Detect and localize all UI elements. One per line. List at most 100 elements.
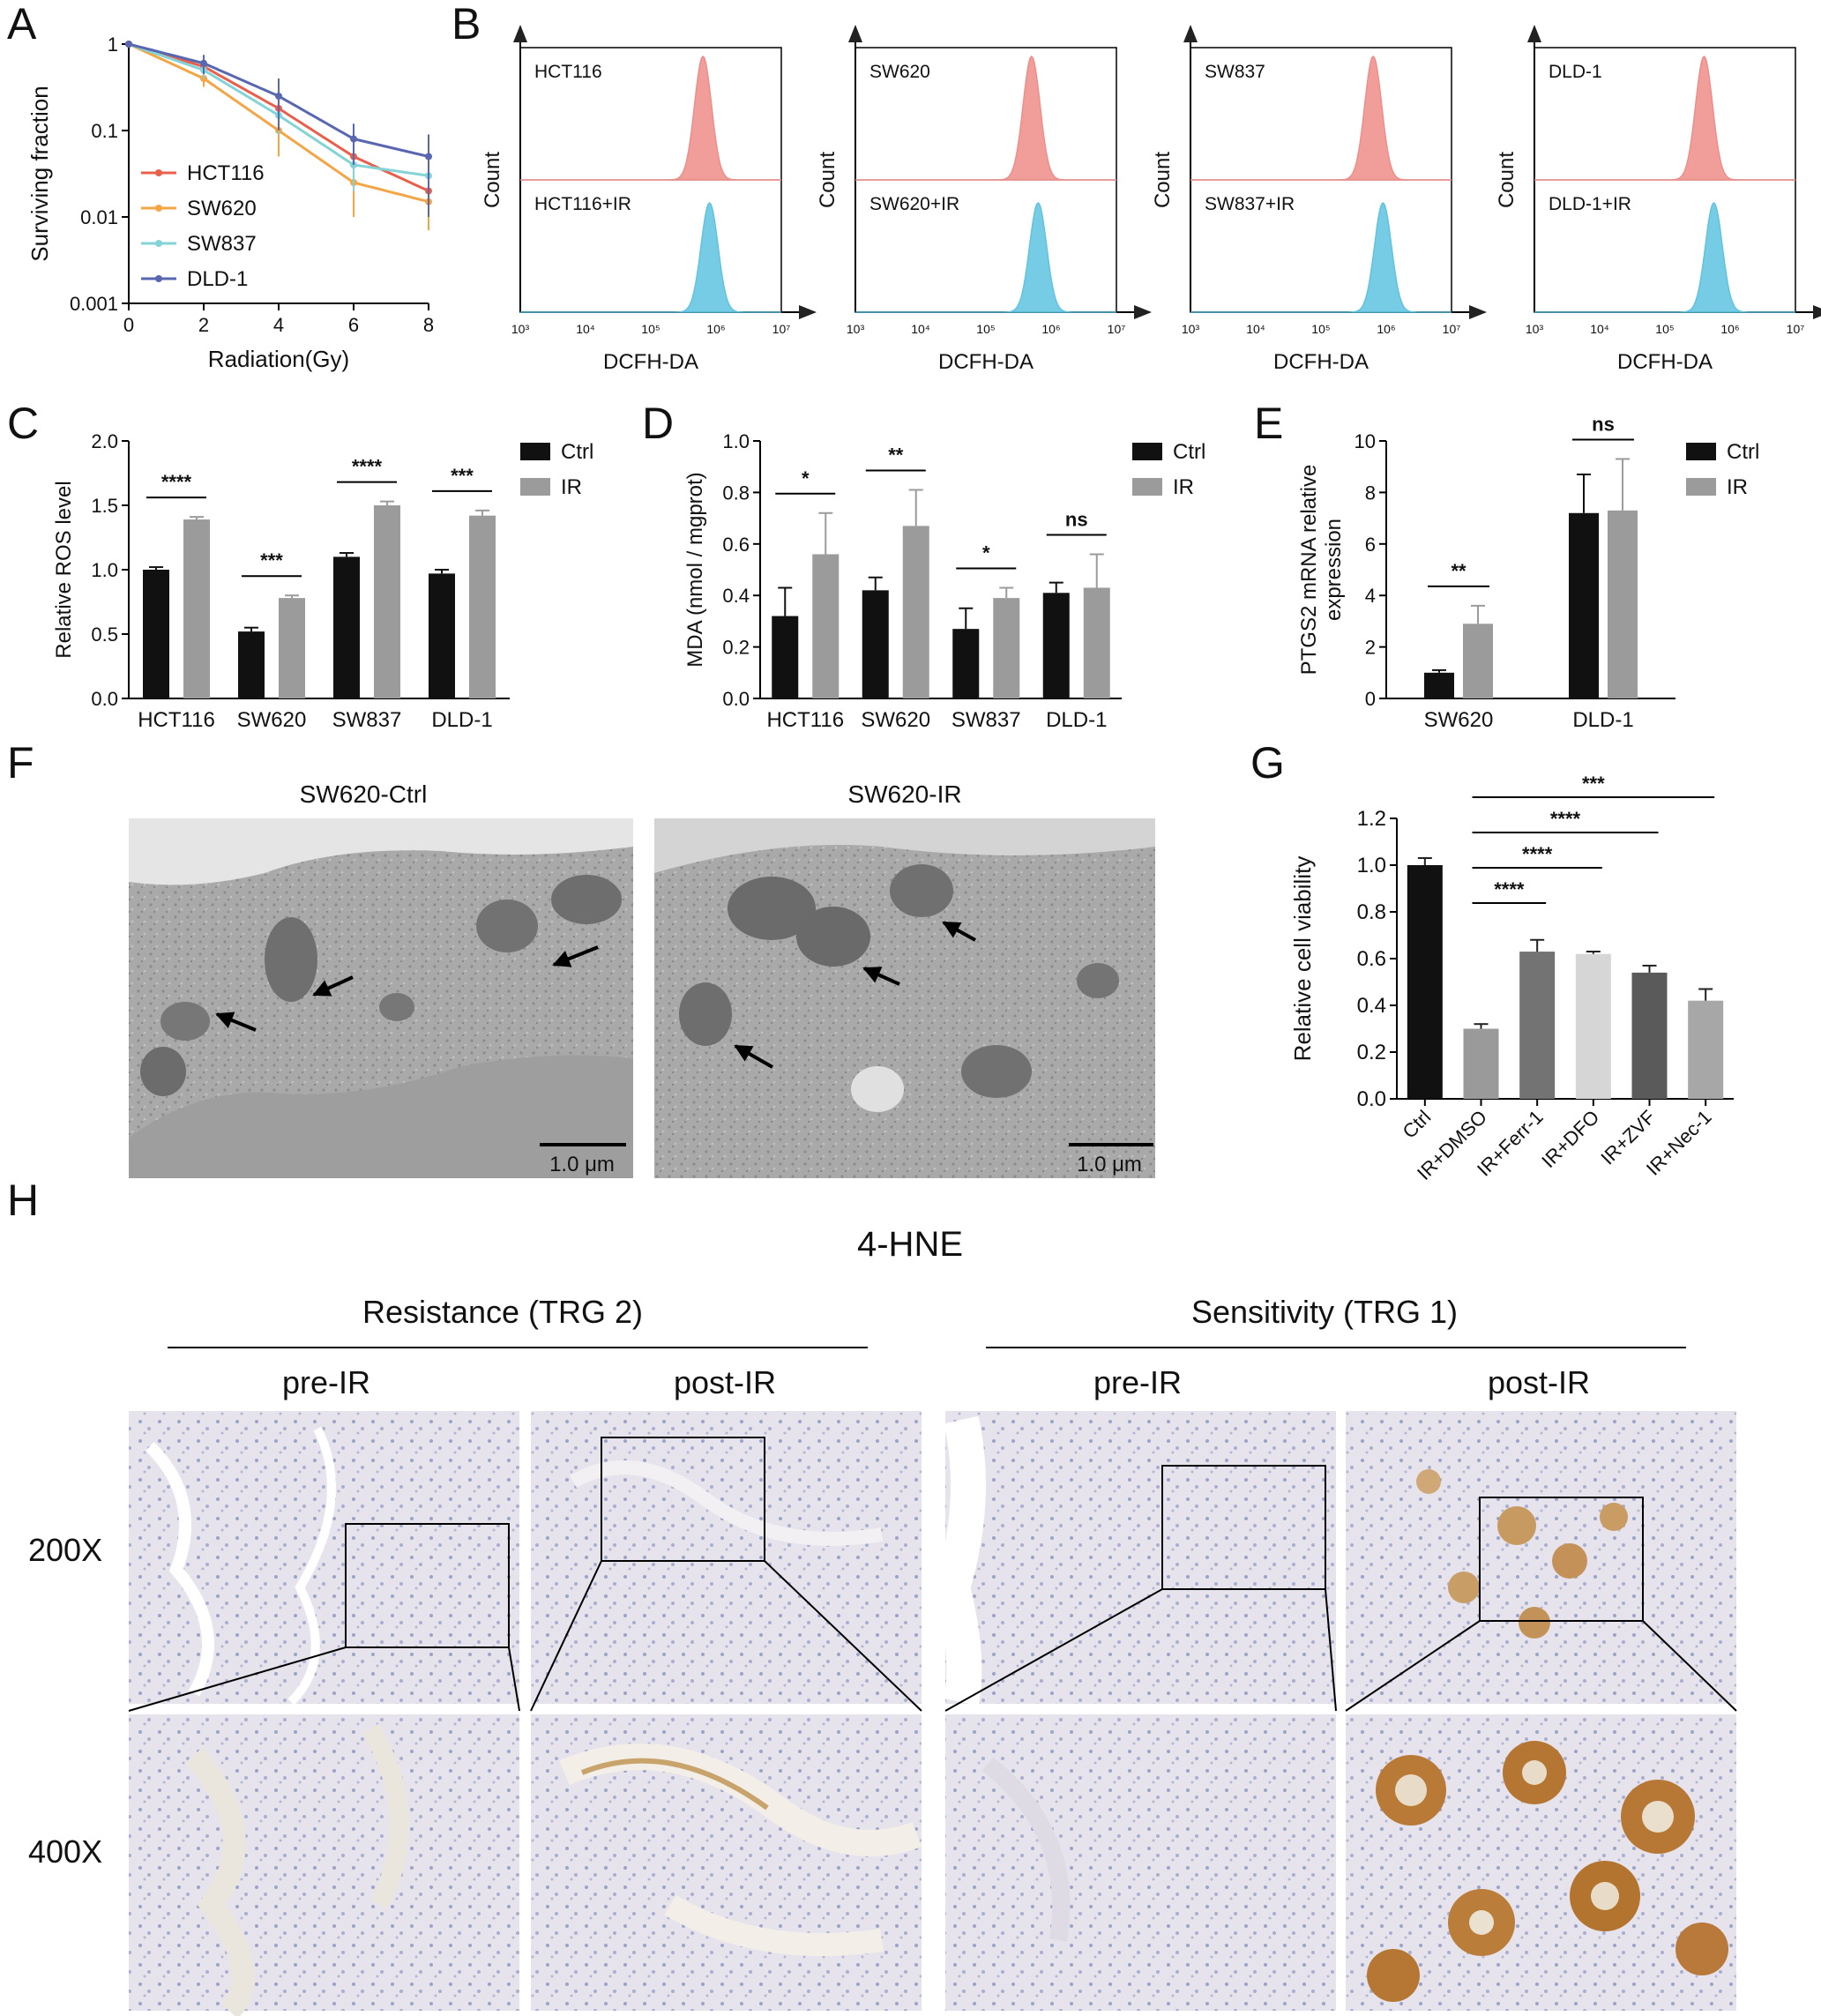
em-title-ctrl: SW620-Ctrl xyxy=(300,780,428,808)
b-hist-top xyxy=(520,55,781,181)
a-data-point xyxy=(350,135,357,143)
x-tick-label: HCT116 xyxy=(138,708,215,732)
a-y-tick-label: 0.001 xyxy=(70,293,118,315)
a-legend-label: DLD-1 xyxy=(187,267,248,291)
legend-label: Ctrl xyxy=(1727,440,1759,464)
y-label: Relative ROS level xyxy=(52,481,76,658)
g-y-label: Relative cell viability xyxy=(1289,856,1316,1062)
b-x-tick-label: 10⁴ xyxy=(1590,322,1609,336)
b-label-bottom: DLD-1+IR xyxy=(1549,194,1631,214)
a-data-point xyxy=(275,93,282,101)
x-tick-label: HCT116 xyxy=(766,708,844,732)
y-tick-label: 2.0 xyxy=(91,430,118,452)
g-bar xyxy=(1688,1000,1724,1099)
bar xyxy=(1042,593,1070,698)
y-tick-label: 6 xyxy=(1365,534,1376,556)
x-tick-label: DLD-1 xyxy=(1046,708,1107,732)
b-y-label: Count xyxy=(816,152,840,208)
col-label-4: post-IR xyxy=(1488,1364,1590,1400)
a-y-tick-label: 0.1 xyxy=(91,120,118,142)
b-hist-bottom xyxy=(1190,202,1452,313)
g-sig-label: **** xyxy=(1494,878,1525,900)
legend-swatch xyxy=(1132,443,1162,460)
x-tick-label: SW620 xyxy=(237,708,307,732)
b-x-tick-label: 10³ xyxy=(847,322,865,336)
b-y-label: Count xyxy=(1495,152,1519,208)
panel-label-b: B xyxy=(452,0,481,49)
b-x-tick-label: 10⁷ xyxy=(1787,322,1805,336)
x-tick-label: DLD-1 xyxy=(431,708,492,732)
bar xyxy=(1083,587,1110,698)
a-legend-label: SW837 xyxy=(187,232,257,256)
bar xyxy=(1569,512,1599,698)
bar xyxy=(469,515,496,698)
b-x-tick-label: 10⁵ xyxy=(641,322,660,336)
em-arrow-4 xyxy=(942,921,976,942)
bar xyxy=(772,616,799,698)
ihc-image-3-400x xyxy=(945,1714,1336,2011)
g-sig-label: **** xyxy=(1550,808,1581,830)
a-legend-marker xyxy=(155,275,162,282)
a-x-tick-label: 0 xyxy=(123,314,134,336)
group-label-sensitivity: Sensitivity (TRG 1) xyxy=(1191,1294,1458,1330)
y-tick-label: 0.0 xyxy=(91,688,118,710)
g-y-tick-label: 0.2 xyxy=(1357,1041,1386,1064)
bar xyxy=(993,598,1020,698)
a-data-point xyxy=(200,59,207,67)
bar xyxy=(183,519,210,698)
a-legend-marker xyxy=(155,169,162,176)
a-data-point xyxy=(125,41,132,48)
sig-label: *** xyxy=(451,465,474,487)
inset-box-4 xyxy=(1479,1497,1644,1622)
sig-label: ns xyxy=(1592,413,1615,435)
b-x-tick-label: 10⁴ xyxy=(911,322,930,336)
sig-label: * xyxy=(982,541,990,564)
b-x-tick-label: 10³ xyxy=(1526,322,1544,336)
y-tick-label: 0.4 xyxy=(722,585,750,607)
a-y-label: Surviving fraction xyxy=(26,86,53,261)
y-label: PTGS2 mRNA relative xyxy=(1297,465,1321,676)
em-title-ir: SW620-IR xyxy=(847,780,961,808)
legend-swatch xyxy=(1132,478,1162,496)
sig-label: *** xyxy=(260,549,283,571)
em-arrow-1 xyxy=(215,1012,257,1032)
a-x-tick-label: 8 xyxy=(423,314,434,336)
a-legend-label: SW620 xyxy=(187,197,257,220)
b-hist-bottom xyxy=(1534,202,1795,313)
row-label-200x: 200X xyxy=(28,1532,102,1568)
y-tick-label: 1.0 xyxy=(722,430,750,452)
ihc-title: 4-HNE xyxy=(857,1225,963,1264)
b-x-tick-label: 10⁵ xyxy=(1655,322,1674,336)
b-x-label: DCFH-DA xyxy=(938,350,1034,374)
g-y-tick-label: 0.4 xyxy=(1357,994,1386,1018)
a-legend-marker xyxy=(155,240,162,247)
ihc-image-4-200x xyxy=(1346,1411,1736,1704)
x-tick-label: SW837 xyxy=(952,708,1021,732)
b-x-tick-label: 10⁶ xyxy=(1377,322,1395,336)
panel-label-h: H xyxy=(7,1176,39,1225)
legend-swatch xyxy=(1686,478,1716,496)
x-tick-label: SW837 xyxy=(332,708,402,732)
a-x-label: Radiation(Gy) xyxy=(208,346,349,372)
sig-label: ** xyxy=(1451,560,1467,582)
y-label: MDA (nmol / mgprot) xyxy=(683,472,707,667)
g-bar xyxy=(1519,952,1556,1099)
g-bar xyxy=(1407,865,1443,1099)
y-label: expression xyxy=(1322,519,1346,621)
a-legend-marker xyxy=(155,205,162,212)
em-lower-ctrl xyxy=(129,1055,633,1178)
g-y-tick-label: 0.6 xyxy=(1357,947,1386,971)
panel-f-em: SW620-Ctrl SW620-IR 1 xyxy=(129,780,1155,1178)
g-y-tick-label: 1.0 xyxy=(1357,854,1386,877)
group-label-resistance: Resistance (TRG 2) xyxy=(362,1294,643,1330)
b-x-tick-label: 10⁴ xyxy=(1246,322,1265,336)
b-x-tick-label: 10³ xyxy=(1182,322,1200,336)
a-y-tick-label: 1 xyxy=(108,34,118,56)
b-x-tick-label: 10⁶ xyxy=(706,322,725,336)
a-x-tick-label: 6 xyxy=(348,314,359,336)
b-x-tick-label: 10⁶ xyxy=(1720,322,1739,336)
sig-label: **** xyxy=(161,471,192,493)
inset-box-1 xyxy=(345,1523,510,1648)
chart-e-ptgs2: 0 2 4 6 8 10 SW620 ** DLD-1 ns Ctrl IR PTGS2 mRNA re… xyxy=(1297,413,1759,732)
a-y-tick-label: 0.01 xyxy=(80,206,118,228)
